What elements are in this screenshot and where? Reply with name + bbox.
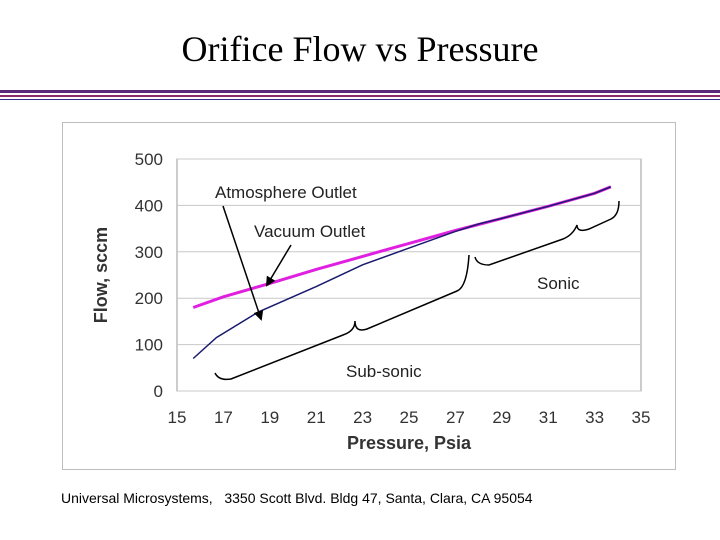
x-tick-label: 17 — [214, 408, 233, 427]
annotation-vacuum-outlet: Vacuum Outlet — [254, 222, 365, 241]
x-tick-label: 19 — [260, 408, 279, 427]
x-tick-label: 31 — [539, 408, 558, 427]
title-divider-line — [0, 99, 720, 100]
x-tick-label: 35 — [632, 408, 651, 427]
x-tick-label: 23 — [353, 408, 372, 427]
chart-frame: 0 100 200 300 400 500 15 17 19 21 23 25 27 29 31 33 35 Pr… — [62, 122, 676, 470]
x-tick-label: 15 — [168, 408, 187, 427]
brace-sonic — [474, 200, 620, 266]
y-tick-label: 200 — [135, 289, 163, 308]
flow-pressure-chart: 0 100 200 300 400 500 15 17 19 21 23 25 27 29 31 33 35 Pr… — [91, 150, 651, 453]
title-divider-line — [0, 95, 720, 97]
x-tick-label: 27 — [446, 408, 465, 427]
y-tick-label: 400 — [135, 196, 163, 215]
arrow-vacuum-outlet — [265, 244, 292, 287]
annotation-sub-sonic: Sub-sonic — [346, 362, 422, 381]
x-tick-label: 33 — [585, 408, 604, 427]
series-line-vacuum-outlet — [192, 186, 612, 360]
slide-title: Orifice Flow vs Pressure — [181, 29, 539, 69]
x-tick-label: 25 — [400, 408, 419, 427]
x-tick-label: 21 — [307, 408, 326, 427]
y-tick-label: 300 — [135, 243, 163, 262]
footer-text: Universal Microsystems, 3350 Scott Blvd.… — [61, 490, 533, 506]
y-tick-label: 500 — [135, 150, 163, 169]
y-axis-title: Flow, sccm — [91, 227, 111, 323]
x-axis-title: Pressure, Psia — [347, 433, 472, 453]
annotation-atmosphere-outlet: Atmosphere Outlet — [215, 183, 357, 202]
x-tick-label: 29 — [492, 408, 511, 427]
annotation-sonic: Sonic — [537, 274, 580, 293]
brace-sub-sonic — [214, 254, 470, 381]
y-tick-label: 100 — [135, 336, 163, 355]
title-divider-line — [0, 90, 720, 93]
y-tick-label: 0 — [154, 382, 163, 401]
arrow-atmosphere-outlet — [222, 205, 264, 321]
